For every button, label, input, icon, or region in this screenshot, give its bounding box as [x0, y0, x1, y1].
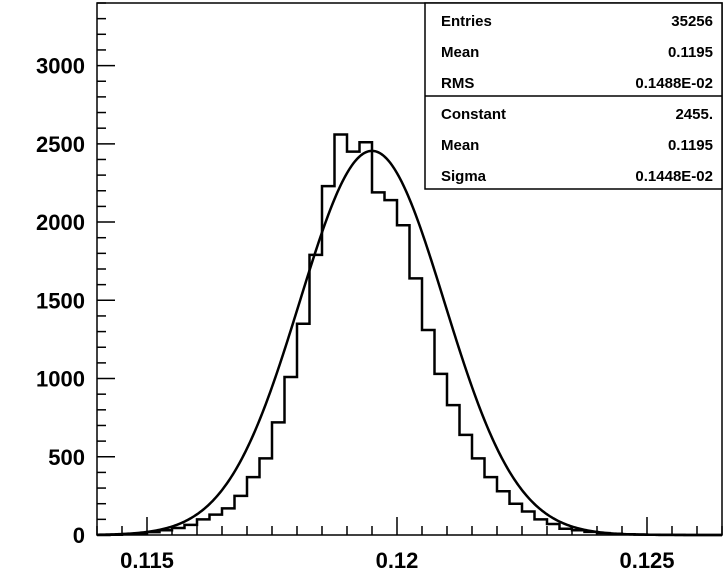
stats-box: Entries 35256 Mean 0.1195 RMS 0.1488E-02… — [424, 2, 723, 190]
x-tick-label: 0.12 — [376, 548, 419, 573]
y-tick-label: 3000 — [36, 54, 85, 79]
fit-value-mean: 0.1195 — [668, 137, 713, 154]
fit-value-sigma: 0.1448E-02 — [635, 168, 713, 185]
fit-value-constant: 2455. — [675, 106, 713, 123]
y-axis-ticks: 0 500 1000 1500 2000 2500 3000 — [36, 2, 115, 548]
y-tick-label: 1500 — [36, 288, 85, 313]
stats-label-mean: Mean — [441, 44, 479, 61]
y-tick-label: 500 — [48, 445, 85, 470]
stats-label-rms: RMS — [441, 75, 474, 92]
y-tick-label: 0 — [73, 523, 85, 548]
y-tick-label: 2000 — [36, 210, 85, 235]
y-tick-label: 1000 — [36, 367, 85, 392]
x-axis-ticks: 0.115 0.12 0.125 — [96, 517, 723, 573]
stats-label-entries: Entries — [441, 13, 492, 30]
fit-label-sigma: Sigma — [441, 168, 487, 185]
stats-value-rms: 0.1488E-02 — [635, 75, 713, 92]
histogram-series — [97, 133, 722, 537]
fit-label-constant: Constant — [441, 106, 506, 123]
y-tick-label: 2500 — [36, 132, 85, 157]
x-tick-label: 0.125 — [619, 548, 674, 573]
stats-value-mean: 0.1195 — [668, 44, 713, 61]
x-tick-label: 0.115 — [120, 548, 174, 573]
stats-value-entries: 35256 — [671, 13, 713, 30]
fit-label-mean: Mean — [441, 137, 479, 154]
gaussian-fit-curve — [96, 149, 722, 537]
